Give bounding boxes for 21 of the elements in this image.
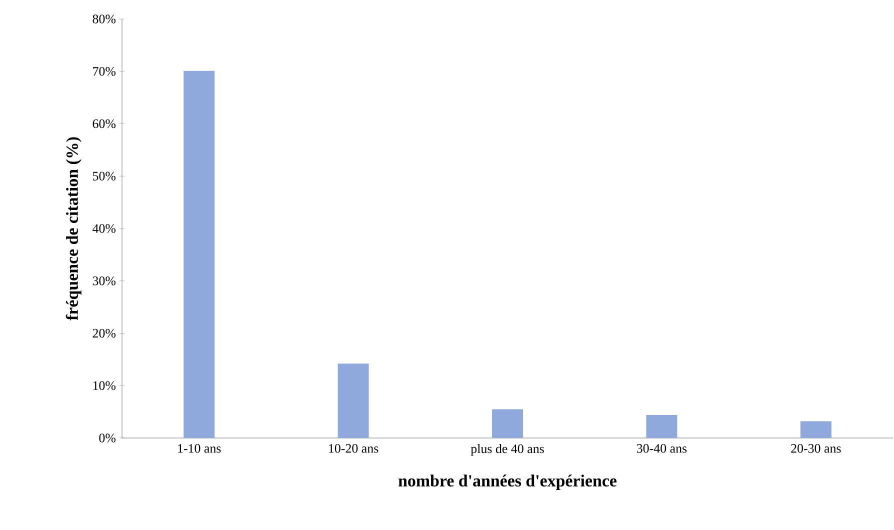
bar (184, 70, 215, 438)
bar (646, 414, 678, 438)
x-tick-label: 1-10 ans (178, 444, 221, 453)
y-tick-label: 70% (93, 66, 116, 76)
y-tick-label: 20% (92, 328, 116, 338)
bar (338, 364, 369, 438)
y-tick-label: 80% (92, 14, 116, 24)
y-tick-label: 50% (92, 172, 116, 181)
x-tick-label: plus de 40 ans (470, 444, 544, 456)
x-tick-label: 10-20 ans (329, 444, 378, 453)
bar (492, 409, 524, 438)
y-tick-label: 60% (92, 119, 116, 128)
y-tick-label: 40% (92, 224, 116, 233)
x-tick-label: 30-40 ans (636, 444, 687, 453)
y-tick-label: 10% (93, 381, 116, 390)
y-tick-label: 0% (99, 434, 116, 442)
y-tick-label: 30% (92, 276, 116, 286)
x-tick-label: 20-30 ans (791, 444, 841, 453)
y-axis-title: fréquence de citation (%) (66, 137, 82, 320)
bar (800, 421, 832, 438)
x-axis-title: nombre d'années d'expérience (398, 474, 617, 490)
